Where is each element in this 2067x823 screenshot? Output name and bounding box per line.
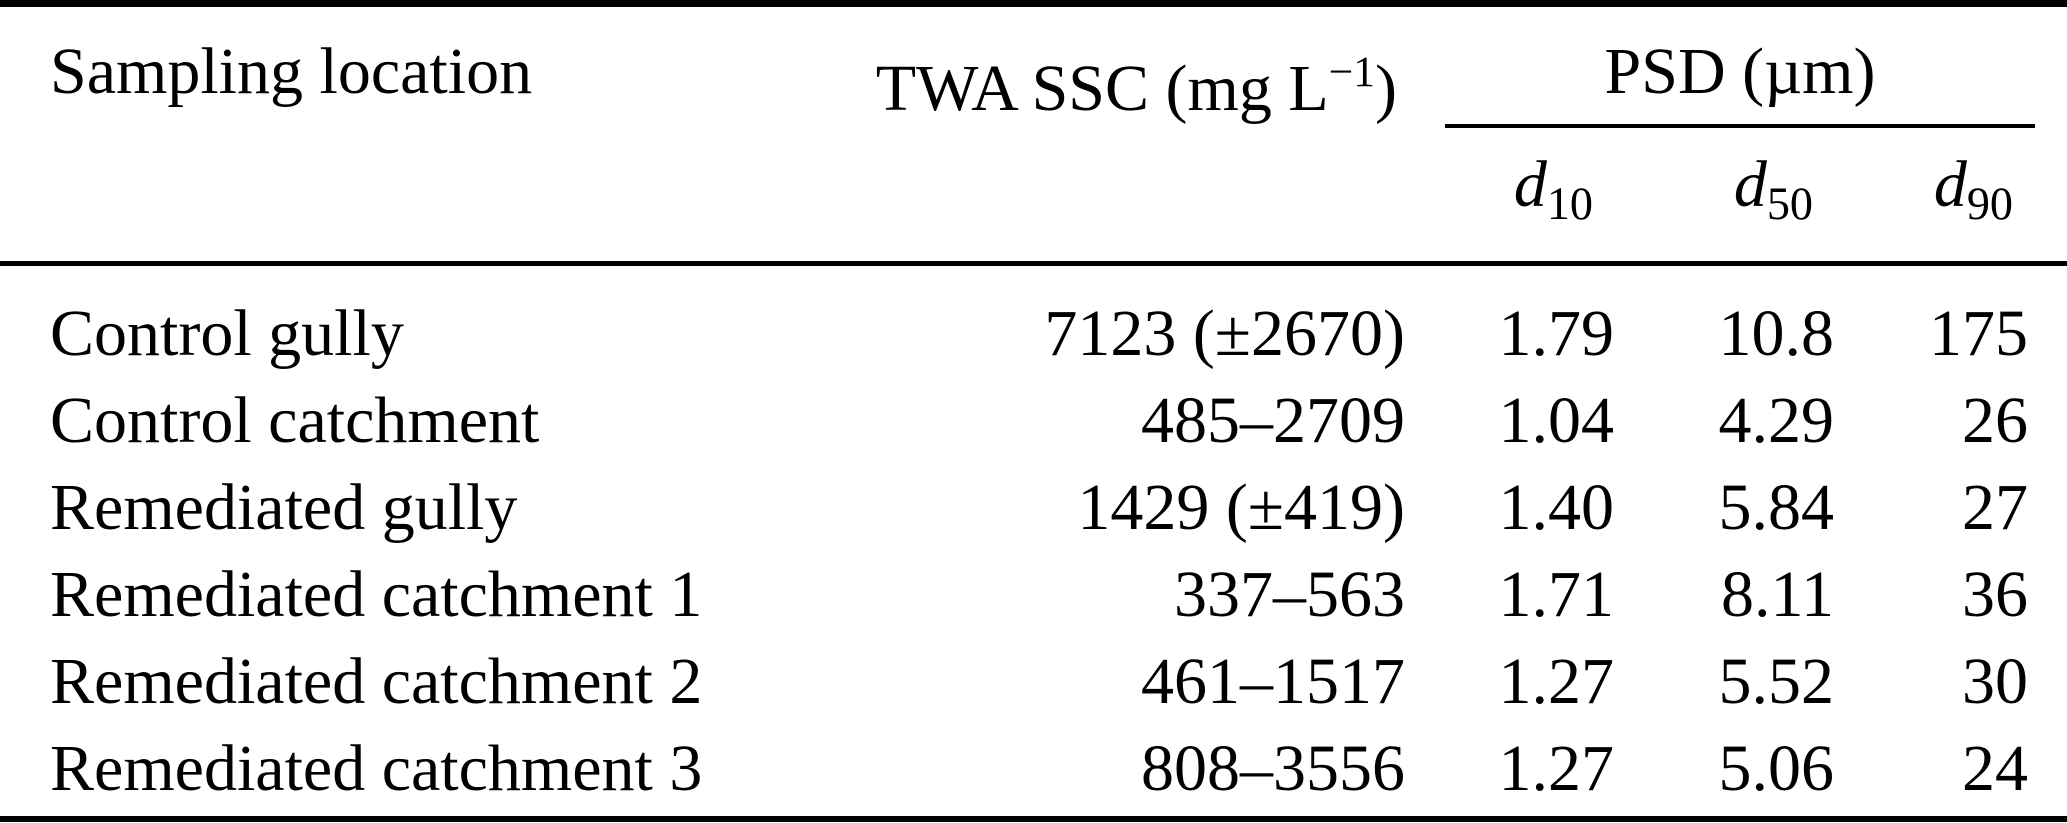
cell-d90: 175 bbox=[1929, 297, 2028, 370]
table-header-body-rule bbox=[0, 261, 2067, 266]
cell-d50: 8.11 bbox=[1720, 558, 1834, 631]
header-d90-symbol: d bbox=[1933, 148, 1967, 222]
header-d50-subscript: 50 bbox=[1766, 177, 1813, 229]
header-d50: d50 bbox=[1615, 145, 1835, 244]
cell-location: Control catchment bbox=[50, 384, 540, 457]
table-row: Remediated catchment 2 461–1517 1.27 5.5… bbox=[0, 638, 2067, 725]
header-twa-ssc-superscript: −1 bbox=[1328, 48, 1376, 96]
cell-d90: 26 bbox=[1962, 384, 2028, 457]
header-twa-ssc-text: TWA SSC (mg L bbox=[875, 51, 1329, 125]
table-header-row-1: Sampling location TWA SSC (mg L−1) PSD (… bbox=[0, 7, 2067, 128]
table-header-row-2: d10 d50 d90 bbox=[0, 128, 2067, 261]
cell-twa-ssc: 337–563 bbox=[1174, 558, 1405, 631]
header-d90: d90 bbox=[1835, 145, 2035, 244]
table-row: Remediated gully 1429 (±419) 1.40 5.84 2… bbox=[0, 464, 2067, 551]
cell-location: Control gully bbox=[50, 297, 404, 370]
cell-d90: 24 bbox=[1962, 732, 2028, 805]
cell-d90: 36 bbox=[1962, 558, 2028, 631]
table-row: Remediated catchment 1 337–563 1.71 8.11… bbox=[0, 551, 2067, 638]
cell-d90: 30 bbox=[1962, 645, 2028, 718]
table-body: Control gully 7123 (±2670) 1.79 10.8 175… bbox=[0, 266, 2067, 812]
header-d10: d10 bbox=[1405, 145, 1615, 244]
cell-d10: 1.79 bbox=[1498, 297, 1615, 370]
table-row: Control catchment 485–2709 1.04 4.29 26 bbox=[0, 377, 2067, 464]
cell-twa-ssc: 7123 (±2670) bbox=[1044, 297, 1405, 370]
header-psd-group: PSD (µm) bbox=[1445, 7, 2035, 128]
cell-d90: 27 bbox=[1962, 471, 2028, 544]
table-bottom-rule bbox=[0, 816, 2067, 822]
cell-d10: 1.27 bbox=[1498, 732, 1615, 805]
header-d10-symbol: d bbox=[1513, 148, 1547, 222]
cell-location: Remediated gully bbox=[50, 471, 518, 544]
header-d10-subscript: 10 bbox=[1546, 177, 1593, 229]
table-row: Remediated catchment 3 808–3556 1.27 5.0… bbox=[0, 725, 2067, 812]
header-d50-symbol: d bbox=[1733, 148, 1767, 222]
header-twa-ssc-close: ) bbox=[1375, 51, 1397, 125]
cell-d50: 10.8 bbox=[1718, 297, 1835, 370]
cell-d10: 1.71 bbox=[1498, 558, 1615, 631]
cell-d50: 5.84 bbox=[1718, 471, 1835, 544]
cell-twa-ssc: 485–2709 bbox=[1141, 384, 1405, 457]
header-d90-subscript: 90 bbox=[1966, 177, 2013, 229]
cell-twa-ssc: 461–1517 bbox=[1141, 645, 1405, 718]
cell-d10: 1.40 bbox=[1498, 471, 1615, 544]
table-top-rule bbox=[0, 0, 2067, 7]
table-row: Control gully 7123 (±2670) 1.79 10.8 175 bbox=[0, 290, 2067, 377]
cell-location: Remediated catchment 3 bbox=[50, 732, 703, 805]
cell-d50: 4.29 bbox=[1718, 384, 1835, 457]
header-sampling-location: Sampling location bbox=[50, 35, 533, 108]
cell-twa-ssc: 1429 (±419) bbox=[1077, 471, 1405, 544]
header-twa-ssc: TWA SSC (mg L−1) bbox=[810, 7, 1405, 122]
cell-d50: 5.06 bbox=[1718, 732, 1835, 805]
cell-location: Remediated catchment 1 bbox=[50, 558, 703, 631]
cell-location: Remediated catchment 2 bbox=[50, 645, 703, 718]
cell-d50: 5.52 bbox=[1718, 645, 1835, 718]
cell-d10: 1.27 bbox=[1498, 645, 1615, 718]
cell-twa-ssc: 808–3556 bbox=[1141, 732, 1405, 805]
cell-d10: 1.04 bbox=[1498, 384, 1615, 457]
